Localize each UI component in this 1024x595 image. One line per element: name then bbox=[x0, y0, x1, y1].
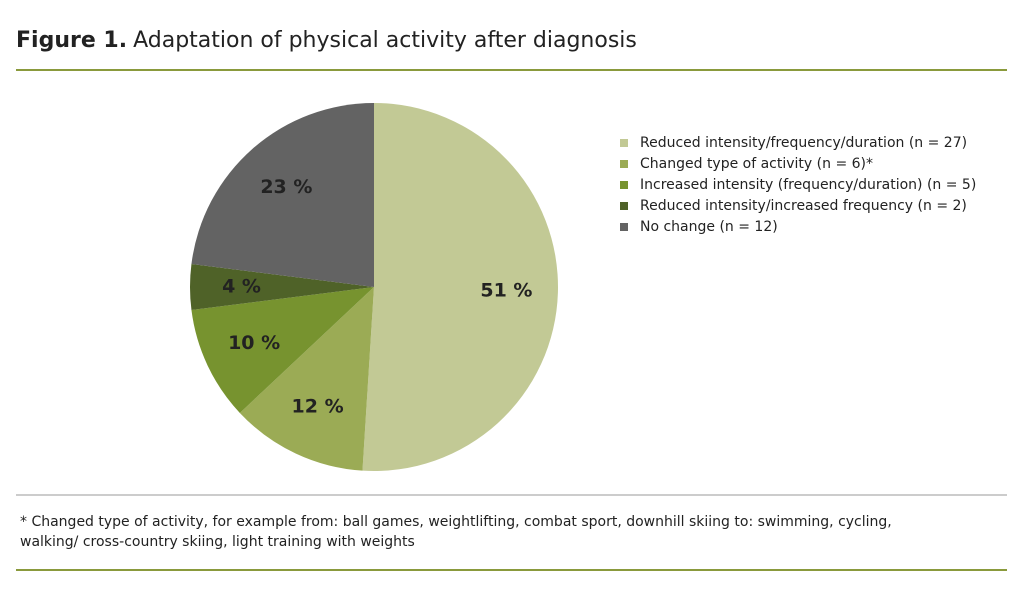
pie-slice bbox=[191, 103, 374, 287]
pie-slice bbox=[362, 103, 559, 472]
legend-swatch bbox=[620, 181, 628, 189]
data-label: 51 % bbox=[480, 280, 532, 302]
pie-slice bbox=[239, 287, 374, 471]
legend-swatch bbox=[620, 139, 628, 147]
footnote: * Changed type of activity, for example … bbox=[20, 514, 892, 550]
data-label: 10 % bbox=[228, 332, 280, 354]
legend-label: Increased intensity (frequency/duration)… bbox=[640, 177, 976, 193]
legend-label: No change (n = 12) bbox=[640, 219, 778, 235]
pie-slice bbox=[191, 287, 374, 413]
chart-title: Figure 1. Adaptation of physical activity… bbox=[16, 28, 637, 53]
legend-label: Changed type of activity (n = 6)* bbox=[640, 156, 873, 172]
legend-label: Reduced intensity/frequency/duration (n … bbox=[640, 135, 967, 151]
legend-swatch bbox=[620, 160, 628, 168]
data-label: 12 % bbox=[292, 395, 344, 417]
legend-swatch bbox=[620, 223, 628, 231]
title-label: Figure 1. bbox=[16, 28, 127, 53]
pie-slice bbox=[190, 263, 374, 311]
data-label: 4 % bbox=[222, 276, 261, 298]
data-label: 23 % bbox=[260, 176, 312, 198]
legend-swatch bbox=[620, 202, 628, 210]
title-text: Adaptation of physical activity after di… bbox=[133, 28, 637, 53]
legend-label: Reduced intensity/increased frequency (n… bbox=[640, 198, 967, 214]
